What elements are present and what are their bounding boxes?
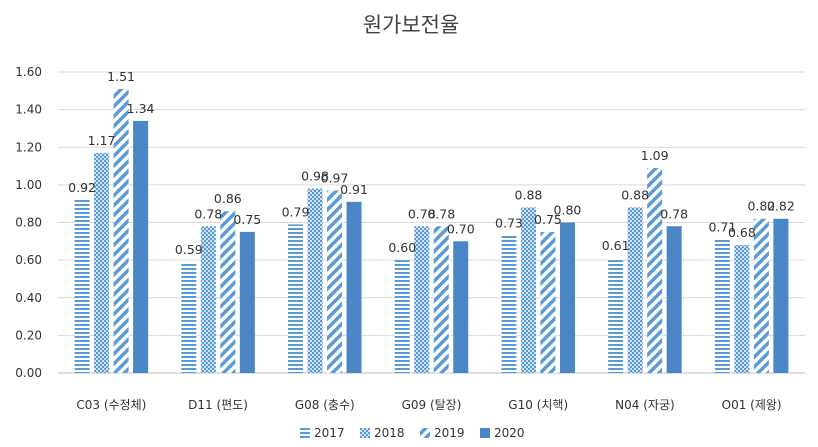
bar-2017 xyxy=(608,258,624,373)
data-label: 0.78 xyxy=(194,206,222,221)
data-label: 1.09 xyxy=(641,148,669,163)
data-label: 0.70 xyxy=(447,221,475,236)
bar-2018 xyxy=(307,188,323,373)
category-label: G10 (치핵) xyxy=(508,398,568,412)
y-tick-label: 0.00 xyxy=(15,366,42,380)
data-label: 0.97 xyxy=(321,171,349,186)
bar-2019 xyxy=(753,218,769,373)
data-labels: 0.921.171.511.340.590.780.860.750.790.98… xyxy=(68,69,795,257)
bar-2018 xyxy=(94,152,110,373)
bar-2019 xyxy=(540,231,556,373)
data-label: 0.79 xyxy=(282,204,310,219)
y-tick-label: 0.60 xyxy=(15,253,42,267)
data-label: 0.68 xyxy=(728,225,756,240)
data-label: 0.75 xyxy=(233,212,261,227)
legend-label: 2017 xyxy=(314,426,345,440)
bar-2019 xyxy=(113,88,129,374)
category-label: G09 (탈장) xyxy=(402,398,462,412)
legend-swatch-2018 xyxy=(360,428,370,438)
bar-2020 xyxy=(133,120,149,373)
y-tick-label: 0.20 xyxy=(15,328,42,342)
data-label: 0.78 xyxy=(408,206,436,221)
bar-2017 xyxy=(74,199,90,373)
bar-2017 xyxy=(181,262,197,373)
data-label: 1.34 xyxy=(127,101,155,116)
category-label: D11 (편도) xyxy=(188,398,248,412)
bar-2018 xyxy=(414,226,430,373)
data-label: 0.78 xyxy=(660,206,688,221)
data-label: 0.80 xyxy=(554,203,582,218)
y-tick-label: 0.80 xyxy=(15,216,42,230)
data-label: 0.82 xyxy=(767,199,795,214)
y-tick-label: 0.40 xyxy=(15,291,42,305)
data-label: 0.75 xyxy=(534,212,562,227)
legend-swatch-2019 xyxy=(420,428,430,438)
data-label: 0.82 xyxy=(747,199,775,214)
y-tick-label: 1.20 xyxy=(15,140,42,154)
bar-2019 xyxy=(433,226,449,373)
bar-2020 xyxy=(239,231,255,373)
data-label: 0.92 xyxy=(68,180,96,195)
data-label: 0.91 xyxy=(340,182,368,197)
data-label: 0.78 xyxy=(427,206,455,221)
legend-swatch-2017 xyxy=(300,428,310,438)
bar-2018 xyxy=(520,207,536,373)
data-label: 0.88 xyxy=(621,187,649,202)
legend: 2017 2018 2019 2020 xyxy=(300,426,525,440)
bar-2020 xyxy=(559,222,575,373)
category-label: O01 (제왕) xyxy=(722,398,782,412)
bar-2020 xyxy=(666,226,682,373)
category-label: N04 (자궁) xyxy=(615,398,675,412)
data-label: 1.17 xyxy=(88,133,116,148)
bars xyxy=(74,88,789,374)
data-label: 0.73 xyxy=(495,216,523,231)
gridlines xyxy=(58,71,805,374)
bar-2020 xyxy=(346,201,362,373)
data-label: 0.86 xyxy=(214,191,242,206)
data-label: 0.71 xyxy=(708,219,736,234)
data-label: 0.59 xyxy=(175,242,203,257)
legend-label: 2018 xyxy=(374,426,405,440)
category-label: C03 (수정체) xyxy=(76,398,146,412)
y-tick-label: 1.00 xyxy=(15,178,42,192)
bar-2017 xyxy=(714,239,730,373)
bar-2018 xyxy=(734,245,750,373)
bar-2018 xyxy=(627,207,643,373)
y-tick-label: 1.60 xyxy=(15,65,42,79)
legend-label: 2020 xyxy=(494,426,525,440)
data-label: 1.51 xyxy=(107,69,135,84)
data-label: 0.60 xyxy=(388,240,416,255)
bar-2020 xyxy=(453,241,469,373)
y-axis-ticks: 0.00 0.20 0.40 0.60 0.80 1.00 1.20 1.40 1.60 xyxy=(15,65,42,380)
bar-2017 xyxy=(288,224,304,373)
chart-title: 원가보전율 xyxy=(363,13,460,37)
bar-2019 xyxy=(327,190,343,373)
bar-2019 xyxy=(220,211,236,373)
legend-label: 2019 xyxy=(434,426,465,440)
bar-2020 xyxy=(773,218,789,373)
data-label: 0.88 xyxy=(515,187,543,202)
data-label: 0.61 xyxy=(602,238,630,253)
legend-swatch-2020 xyxy=(480,428,490,438)
y-tick-label: 1.40 xyxy=(15,103,42,117)
bar-2017 xyxy=(394,260,410,373)
bar-2017 xyxy=(501,235,517,373)
bar-2018 xyxy=(200,226,216,373)
x-axis-categories: C03 (수정체) D11 (편도) G08 (충수) G09 (탈장) G10 (치핵… xyxy=(76,398,781,412)
bar-2019 xyxy=(647,167,663,373)
data-label: 0.98 xyxy=(301,169,329,184)
category-label: G08 (충수) xyxy=(295,398,355,412)
